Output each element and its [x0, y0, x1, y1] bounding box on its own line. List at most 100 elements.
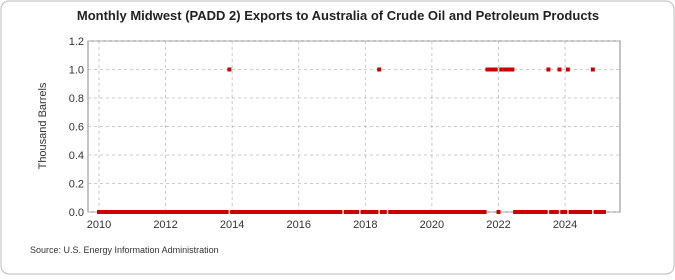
marker [349, 210, 354, 214]
marker [199, 210, 204, 214]
marker [138, 210, 143, 214]
marker [174, 210, 179, 214]
marker [194, 210, 199, 214]
marker [171, 210, 176, 214]
marker [318, 210, 323, 214]
marker [271, 210, 276, 214]
marker [407, 210, 412, 214]
marker [316, 210, 321, 214]
marker [230, 210, 235, 214]
marker [413, 210, 418, 214]
marker [543, 210, 548, 214]
marker [346, 210, 351, 214]
marker [188, 210, 193, 214]
marker [130, 210, 135, 214]
marker [166, 210, 171, 214]
marker [196, 210, 201, 214]
marker [169, 210, 174, 214]
marker [327, 210, 332, 214]
marker [504, 67, 509, 72]
marker [232, 210, 237, 214]
marker [102, 210, 107, 214]
marker [382, 210, 387, 214]
marker [221, 210, 226, 214]
marker [305, 210, 310, 214]
marker [485, 67, 490, 72]
marker [121, 210, 126, 214]
marker [185, 210, 190, 214]
marker [108, 210, 113, 214]
marker [499, 67, 504, 72]
chart-title: Monthly Midwest (PADD 2) Exports to Aust… [77, 8, 599, 23]
marker [585, 210, 590, 214]
marker [293, 210, 298, 214]
marker [296, 210, 301, 214]
x-tick-label: 2022 [486, 219, 510, 231]
marker [155, 210, 160, 214]
marker [105, 210, 110, 214]
marker [446, 210, 451, 214]
marker [285, 210, 290, 214]
marker [133, 210, 138, 214]
marker [418, 210, 423, 214]
marker [241, 210, 246, 214]
marker [454, 210, 459, 214]
marker [560, 210, 565, 214]
marker [238, 210, 243, 214]
marker [324, 210, 329, 214]
marker [402, 210, 407, 214]
marker [429, 210, 434, 214]
marker [205, 210, 210, 214]
marker [513, 210, 518, 214]
marker [274, 210, 279, 214]
marker [551, 210, 556, 214]
y-tick-label: 0.4 [69, 150, 84, 162]
x-tick-label: 2014 [220, 219, 244, 231]
marker [146, 210, 151, 214]
marker [280, 210, 285, 214]
marker [116, 210, 121, 214]
marker [535, 210, 540, 214]
marker [299, 210, 304, 214]
marker [99, 210, 104, 214]
marker [124, 210, 129, 214]
marker [352, 210, 357, 214]
marker [540, 210, 545, 214]
marker [141, 210, 146, 214]
marker [524, 210, 529, 214]
marker [224, 210, 229, 214]
marker [127, 210, 132, 214]
marker [576, 210, 581, 214]
marker [479, 210, 484, 214]
marker [396, 210, 401, 214]
marker [582, 210, 587, 214]
marker [518, 210, 523, 214]
marker [468, 210, 473, 214]
marker [119, 210, 124, 214]
x-tick-label: 2016 [286, 219, 310, 231]
marker [330, 210, 335, 214]
marker [152, 210, 157, 214]
marker [252, 210, 257, 214]
marker [377, 67, 382, 72]
y-tick-label: 0.2 [69, 179, 84, 191]
marker [302, 210, 307, 214]
marker [538, 210, 543, 214]
marker [588, 210, 593, 214]
marker [521, 210, 526, 214]
marker [477, 210, 482, 214]
marker [432, 210, 437, 214]
marker [482, 210, 487, 214]
x-tick-label: 2024 [553, 219, 577, 231]
marker [213, 210, 218, 214]
marker [202, 210, 207, 214]
marker [257, 210, 262, 214]
marker [113, 210, 118, 214]
marker [207, 210, 212, 214]
marker [177, 210, 182, 214]
marker [488, 67, 493, 72]
marker [493, 67, 498, 72]
y-axis-label: Thousand Barrels [37, 82, 49, 169]
